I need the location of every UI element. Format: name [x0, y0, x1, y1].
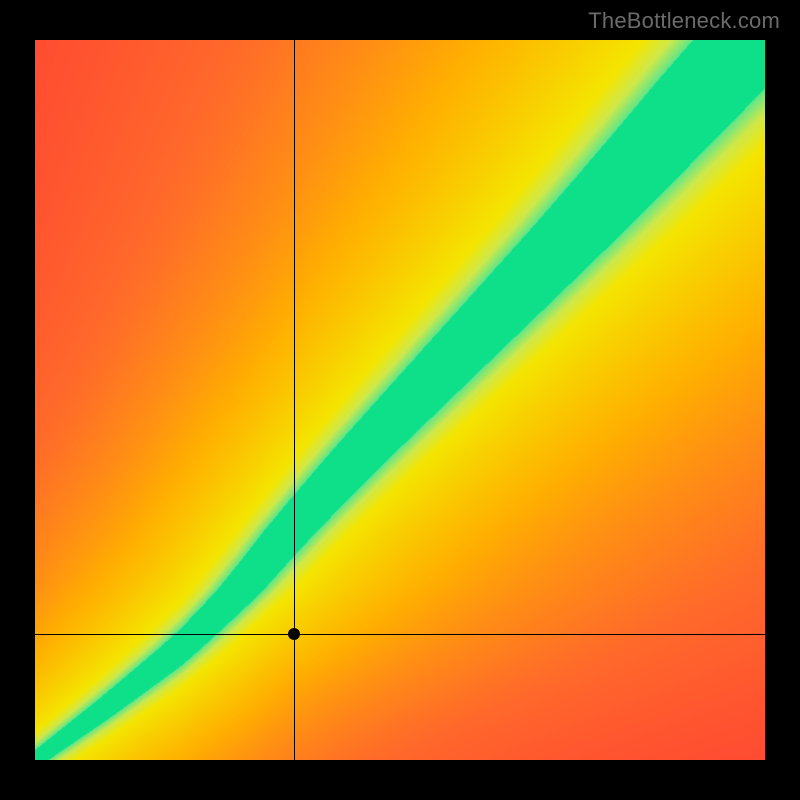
crosshair-horizontal	[35, 634, 765, 635]
chart-frame: TheBottleneck.com	[0, 0, 800, 800]
bottleneck-marker	[288, 628, 300, 640]
watermark-text: TheBottleneck.com	[588, 8, 780, 34]
heatmap-canvas	[35, 40, 765, 760]
heatmap-plot	[35, 40, 765, 760]
crosshair-vertical	[294, 40, 295, 760]
